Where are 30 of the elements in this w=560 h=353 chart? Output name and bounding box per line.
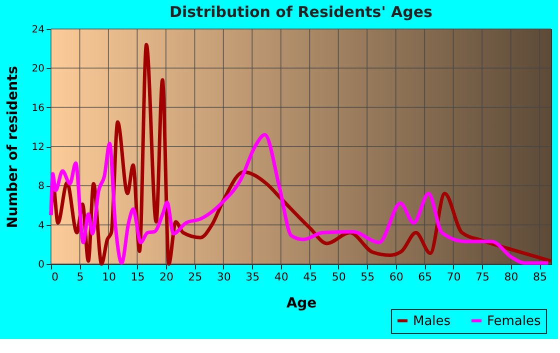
x-tick-label: 40 bbox=[274, 270, 288, 284]
y-axis-title: Number of residents bbox=[4, 66, 21, 228]
x-tick-label: 45 bbox=[303, 270, 318, 284]
x-tick-label: 20 bbox=[159, 270, 174, 284]
x-tick-label: 55 bbox=[360, 270, 375, 284]
legend-label: Males bbox=[413, 314, 451, 329]
y-tick-label: 24 bbox=[32, 24, 44, 36]
x-tick-label: 30 bbox=[216, 270, 231, 284]
x-tick-label: 35 bbox=[246, 270, 260, 284]
y-tick-label: 4 bbox=[38, 220, 44, 232]
x-tick-label: 70 bbox=[446, 270, 461, 284]
x-tick-label: 75 bbox=[476, 270, 490, 284]
chart-title: Distribution of Residents' Ages bbox=[170, 3, 433, 21]
x-tick-label: 25 bbox=[188, 270, 202, 284]
y-tick-label: 0 bbox=[38, 260, 44, 270]
x-tick-label: 65 bbox=[418, 270, 432, 284]
y-tick-label: 12 bbox=[32, 142, 44, 153]
x-axis-title: Age bbox=[286, 296, 317, 312]
x-tick-label: 15 bbox=[130, 270, 145, 284]
x-tick-label: 0 bbox=[52, 270, 58, 284]
x-tick-label: 50 bbox=[332, 270, 346, 284]
y-tick-label: 8 bbox=[38, 181, 44, 192]
legend-label: Females bbox=[487, 314, 542, 329]
y-tick-label: 16 bbox=[32, 102, 44, 114]
x-tick-label: 5 bbox=[76, 270, 84, 284]
x-tick-label: 80 bbox=[504, 270, 518, 284]
x-tick-label: 10 bbox=[102, 270, 116, 284]
x-tick-label: 85 bbox=[533, 270, 548, 284]
x-tick-label: 60 bbox=[389, 270, 404, 284]
y-tick-label: 20 bbox=[32, 64, 44, 75]
